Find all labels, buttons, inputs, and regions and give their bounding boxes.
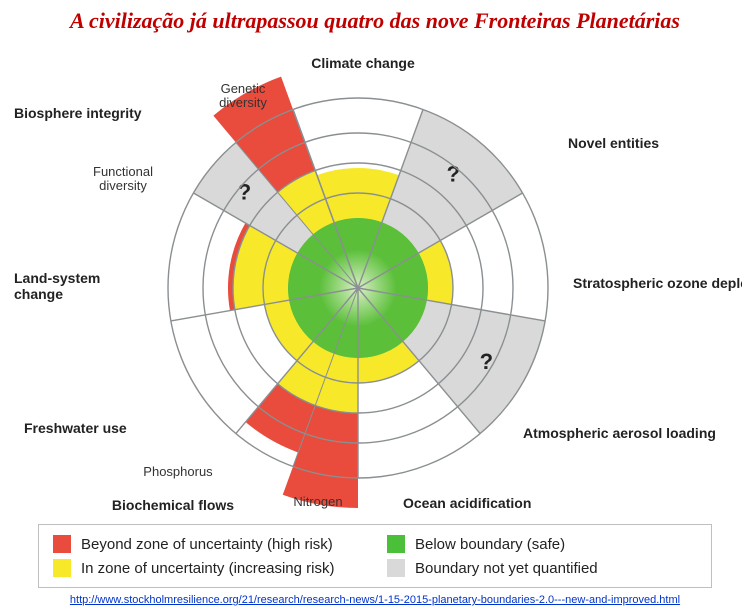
legend-swatch xyxy=(387,559,405,577)
sub-label: Genetic xyxy=(221,81,266,96)
legend-label: Below boundary (safe) xyxy=(415,536,565,553)
segment-label: Climate change xyxy=(311,55,415,71)
legend-item: Boundary not yet quantified xyxy=(387,559,697,577)
segment-label: Atmospheric aerosol loading xyxy=(523,425,716,441)
page-title: A civilização já ultrapassou quatro das … xyxy=(8,8,742,34)
planetary-boundaries-chart: ???Climate changeNovel entitiesStratosph… xyxy=(8,38,742,518)
legend-item: Below boundary (safe) xyxy=(387,535,697,553)
legend-label: Boundary not yet quantified xyxy=(415,560,598,577)
sub-label: Phosphorus xyxy=(143,464,213,479)
segment-label: Stratospheric ozone depletion xyxy=(573,275,742,291)
segment-label: Novel entities xyxy=(568,135,659,151)
legend-label: Beyond zone of uncertainty (high risk) xyxy=(81,536,333,553)
segment-label: Biosphere integrity xyxy=(14,105,142,121)
segment-label: Land-system xyxy=(14,270,100,286)
segment-label: Biochemical flows xyxy=(112,497,234,513)
sub-label: Nitrogen xyxy=(293,494,342,509)
legend-swatch xyxy=(53,535,71,553)
sub-label: diversity xyxy=(219,95,267,110)
sub-label: diversity xyxy=(99,178,147,193)
source-link[interactable]: http://www.stockholmresilience.org/21/re… xyxy=(8,594,742,606)
legend: Beyond zone of uncertainty (high risk) B… xyxy=(38,524,712,588)
question-mark: ? xyxy=(480,349,493,374)
segment-label: Ocean acidification xyxy=(403,495,531,511)
legend-item: In zone of uncertainty (increasing risk) xyxy=(53,559,363,577)
segment-label: change xyxy=(14,286,63,302)
source-anchor[interactable]: http://www.stockholmresilience.org/21/re… xyxy=(70,594,680,606)
legend-item: Beyond zone of uncertainty (high risk) xyxy=(53,535,363,553)
sub-label: Functional xyxy=(93,164,153,179)
segment-label: Freshwater use xyxy=(24,420,127,436)
legend-swatch xyxy=(53,559,71,577)
legend-swatch xyxy=(387,535,405,553)
legend-label: In zone of uncertainty (increasing risk) xyxy=(81,560,334,577)
